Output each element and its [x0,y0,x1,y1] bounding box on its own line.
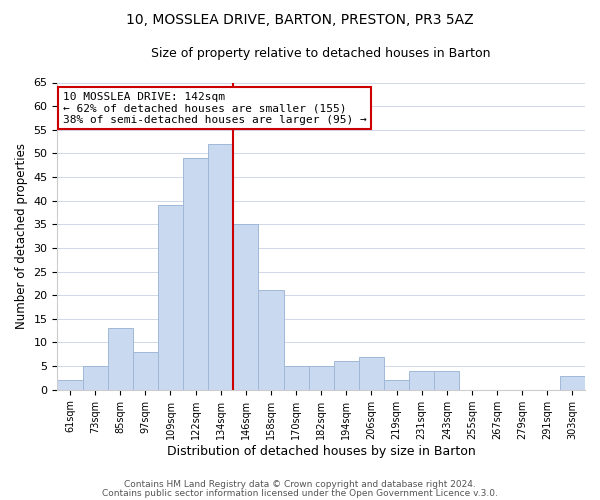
Bar [409,371,434,390]
Title: Size of property relative to detached houses in Barton: Size of property relative to detached ho… [151,48,491,60]
Text: 10 MOSSLEA DRIVE: 142sqm
← 62% of detached houses are smaller (155)
38% of semi-: 10 MOSSLEA DRIVE: 142sqm ← 62% of detach… [62,92,367,125]
Bar [560,376,585,390]
Bar [183,158,208,390]
Bar [359,356,384,390]
Text: Contains HM Land Registry data © Crown copyright and database right 2024.: Contains HM Land Registry data © Crown c… [124,480,476,489]
Bar [83,366,107,390]
Text: 10, MOSSLEA DRIVE, BARTON, PRESTON, PR3 5AZ: 10, MOSSLEA DRIVE, BARTON, PRESTON, PR3 … [126,12,474,26]
Bar [233,224,259,390]
Bar [158,206,183,390]
Bar [334,362,359,390]
Bar [208,144,233,390]
Y-axis label: Number of detached properties: Number of detached properties [15,143,28,329]
Bar [58,380,83,390]
X-axis label: Distribution of detached houses by size in Barton: Distribution of detached houses by size … [167,444,476,458]
Bar [107,328,133,390]
Bar [434,371,460,390]
Bar [308,366,334,390]
Bar [259,290,284,390]
Bar [384,380,409,390]
Bar [133,352,158,390]
Text: Contains public sector information licensed under the Open Government Licence v.: Contains public sector information licen… [102,488,498,498]
Bar [284,366,308,390]
